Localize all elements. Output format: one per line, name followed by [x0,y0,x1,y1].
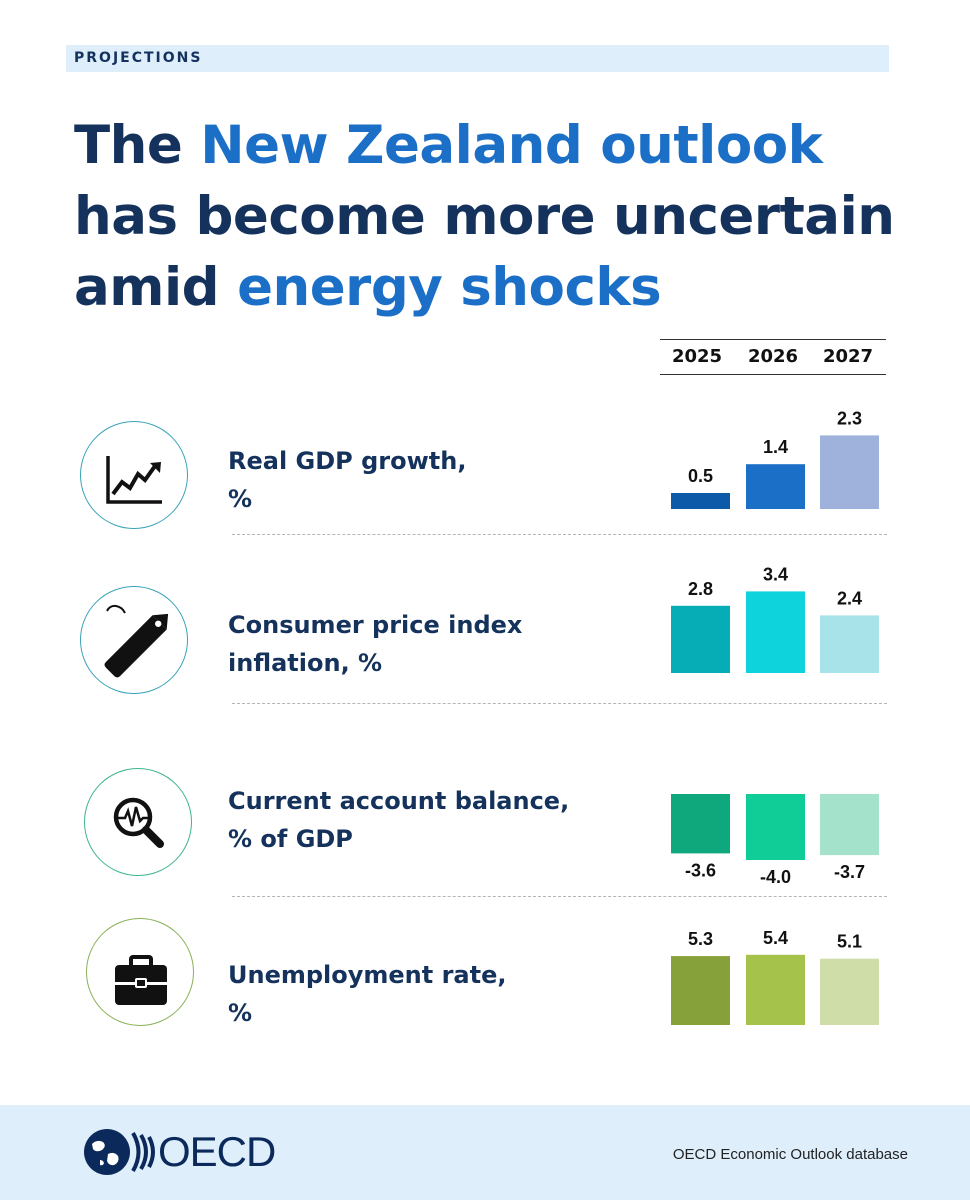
gdp-label: Real GDP growth, % [228,442,648,518]
divider-3 [232,896,887,897]
year-2025: 2025 [671,346,723,367]
unemployment-bar-2025 [671,956,730,1025]
current-account-value-2025: -3.6 [685,860,716,880]
gdp-bar-2026 [746,464,805,509]
oecd-logo-text: OECD [158,1128,276,1175]
price-tag-icon [104,605,169,678]
current-account-bar-2026 [746,794,805,860]
cpi-value-2026: 3.4 [763,564,788,584]
year-2026: 2026 [747,346,799,367]
current-account-label-line2: % of GDP [228,825,353,853]
unemployment-label-line1: Unemployment rate, [228,961,507,989]
gdp-value-2026: 1.4 [763,437,788,457]
unemployment-label-line2: % [228,999,253,1027]
current-account-icon-circle [84,768,192,876]
cpi-value-2027: 2.4 [837,588,862,608]
cpi-label-line2: inflation, % [228,649,383,677]
briefcase-icon [115,955,167,1005]
cpi-bar-2027 [820,615,879,673]
gdp-icon-circle [80,421,188,529]
unemployment-value-2025: 5.3 [688,929,713,949]
source-note: OECD Economic Outlook database [672,1146,908,1163]
gdp-bar-2025 [671,493,730,509]
divider-1 [232,534,887,535]
unemployment-value-2027: 5.1 [837,932,862,952]
unemployment-bar-2026 [746,954,805,1025]
cpi-icon-circle [80,586,188,694]
unemployment-label: Unemployment rate, % [228,956,648,1032]
unemployment-bar-2027 [820,958,879,1025]
year-2027: 2027 [822,346,874,367]
current-account-value-2027: -3.7 [834,862,865,882]
footer [0,1105,970,1200]
magnifier-pulse-icon [113,797,164,848]
section-tag: PROJECTIONS [66,45,889,72]
gdp-value-2027: 2.3 [837,408,862,428]
current-account-value-2026: -4.0 [760,867,791,887]
gdp-label-line2: % [228,485,253,513]
current-account-bar-2025 [671,794,730,854]
cpi-bar-2026 [746,591,805,673]
current-account-label: Current account balance, % of GDP [228,782,648,858]
title-part-3: has become more uncertain amid [74,186,895,318]
cpi-value-2025: 2.8 [688,579,713,599]
current-account-label-line1: Current account balance, [228,787,570,815]
oecd-logo [84,1129,155,1175]
gdp-value-2025: 0.5 [688,466,713,486]
cpi-bar-2025 [671,605,730,673]
line-chart-icon [106,456,162,504]
page-title: The New Zealand outlook has become more … [74,110,934,323]
cpi-label-line1: Consumer price index [228,611,523,639]
current-account-bar-2027 [820,794,879,856]
divider-2 [232,703,887,704]
gdp-bar-2027 [820,435,879,509]
gdp-label-line1: Real GDP growth, [228,447,467,475]
year-header: 2025 2026 2027 [660,339,886,375]
unemployment-icon-circle [86,918,194,1026]
title-highlight-energy: energy shocks [237,257,662,318]
title-part-1: The [74,115,201,176]
title-highlight-country: New Zealand outlook [200,115,823,176]
unemployment-value-2026: 5.4 [763,928,788,948]
cpi-label: Consumer price index inflation, % [228,606,648,682]
